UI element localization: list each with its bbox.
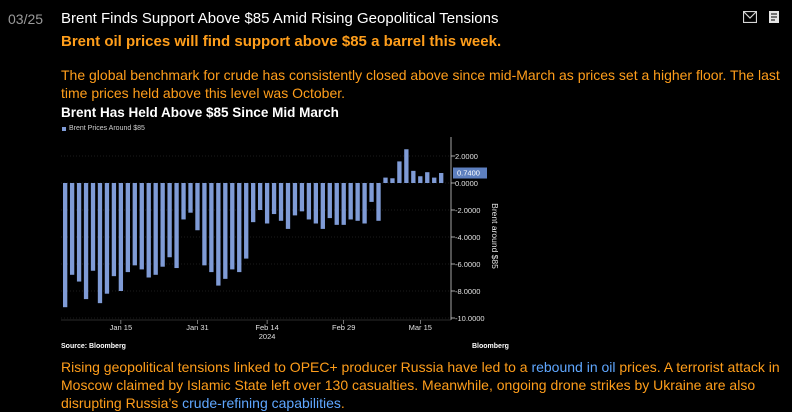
bar: [202, 183, 207, 266]
x-tick-label: Jan 15: [110, 323, 133, 332]
bar: [63, 183, 68, 308]
bar: [160, 183, 165, 267]
bar: [271, 183, 277, 215]
bar: [195, 183, 200, 231]
bar: [125, 183, 130, 273]
y-tick-label: 0.0000: [455, 179, 478, 188]
x-tick-label: Feb 29: [332, 323, 355, 332]
y-tick-label: -10.0000: [455, 314, 485, 323]
bar: [439, 173, 444, 183]
bar: [334, 183, 339, 225]
bar: [383, 177, 388, 183]
chart-legend: Brent Prices Around $85: [62, 125, 145, 132]
bar: [320, 183, 325, 229]
legend-swatch: [62, 126, 66, 131]
bar: [251, 183, 256, 223]
bar: [111, 183, 117, 277]
y-tick-label: -4.0000: [455, 233, 480, 242]
bar: [376, 183, 381, 221]
bar: [397, 161, 402, 183]
bar: [76, 183, 82, 282]
flag-icon[interactable]: [766, 10, 782, 24]
story-actions: [742, 10, 782, 24]
bar: [223, 183, 228, 279]
bar: [264, 183, 270, 224]
y-tick-label: 2.0000: [455, 152, 478, 161]
bar: [174, 183, 179, 269]
legend-label: Brent Prices Around $85: [69, 125, 145, 132]
bottom-paragraph: Rising geopolitical tensions linked to O…: [61, 358, 789, 412]
bar: [404, 149, 409, 183]
bar: [432, 177, 437, 183]
x-tick-label: Mar 15: [409, 323, 432, 332]
x-tick-label: Jan 31: [186, 323, 209, 332]
bar: [69, 183, 75, 275]
bar: [146, 183, 151, 278]
bar: [257, 183, 263, 210]
y-tick-label: -8.0000: [455, 287, 480, 296]
bar: [390, 178, 395, 183]
bar: [216, 183, 221, 286]
bar: [139, 183, 144, 270]
bar: [285, 183, 291, 229]
bar: [355, 183, 360, 221]
bottom-text-1: Rising geopolitical tensions linked to O…: [61, 359, 532, 375]
bar: [341, 183, 346, 225]
chart-source: Source: Bloomberg: [61, 343, 126, 350]
bar: [244, 183, 249, 259]
bar: [411, 170, 416, 183]
bar: [425, 172, 430, 183]
headline[interactable]: Brent Finds Support Above $85 Amid Risin…: [61, 10, 499, 27]
x-tick-label: Feb 14: [255, 323, 278, 332]
bottom-text-2: prices. A terrorist attack in Moscow cla…: [61, 359, 780, 411]
rebound-link[interactable]: rebound in oil: [531, 359, 616, 375]
bar: [188, 183, 193, 213]
bar: [167, 183, 172, 258]
chart-title: Brent Has Held Above $85 Since Mid March: [61, 105, 339, 120]
bar: [299, 183, 305, 212]
bar: [237, 183, 242, 273]
bar: [362, 183, 367, 224]
bottom-text-3: .: [340, 395, 345, 411]
bar: [278, 183, 284, 221]
bar: [230, 183, 235, 270]
bar: [306, 183, 312, 220]
last-value-label: 0.7400: [457, 169, 480, 178]
subheadline: Brent oil prices will find support above…: [61, 33, 502, 50]
x-tick-label: 2024: [259, 332, 276, 341]
crude-refining-link[interactable]: crude-refining capabilities: [182, 395, 341, 411]
bar: [104, 183, 110, 294]
story-date: 03/25: [8, 11, 44, 27]
bar: [118, 183, 124, 291]
last-value-badge: [453, 167, 487, 179]
bar: [83, 183, 89, 300]
y-axis-title: Brent around $85: [490, 203, 500, 269]
bar: [97, 183, 103, 304]
mail-icon[interactable]: [742, 10, 758, 24]
bar: [292, 183, 298, 216]
bar: [418, 176, 423, 183]
y-tick-label: -2.0000: [455, 206, 480, 215]
bar: [313, 183, 319, 224]
bar: [327, 183, 332, 219]
bar: [153, 183, 158, 275]
bar: [132, 183, 137, 266]
chart-bloomberg-credit: Bloomberg: [472, 343, 509, 350]
bar: [209, 183, 214, 273]
bar: [348, 183, 353, 220]
bar: [181, 183, 186, 220]
intro-paragraph: The global benchmark for crude has consi…: [61, 67, 780, 101]
bar: [369, 183, 374, 202]
y-tick-label: -6.0000: [455, 260, 480, 269]
bar: [90, 183, 96, 271]
